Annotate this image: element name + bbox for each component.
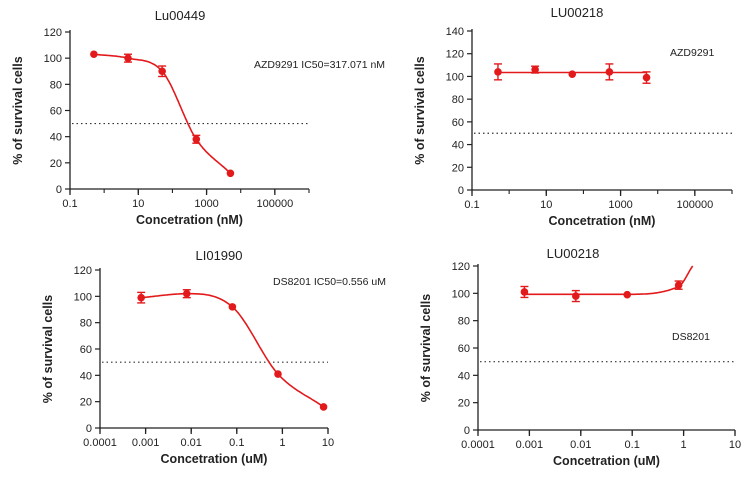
x-tick-label: 1 xyxy=(279,437,285,449)
x-tick-label: 0.001 xyxy=(132,437,160,449)
data-point xyxy=(494,68,502,76)
y-axis-title: % of survival cells xyxy=(419,294,433,402)
data-point xyxy=(228,303,237,311)
y-tick-label: 20 xyxy=(452,162,464,174)
data-point xyxy=(158,67,166,76)
data-point xyxy=(319,403,328,411)
y-tick-label: 20 xyxy=(80,397,92,409)
chart-title: LU00218 xyxy=(551,5,604,20)
y-tick-label: 100 xyxy=(452,288,470,300)
y-tick-label: 0 xyxy=(56,184,62,196)
x-tick-label: 10 xyxy=(729,439,741,451)
y-tick-label: 80 xyxy=(458,316,470,328)
y-tick-label: 40 xyxy=(458,370,470,382)
chart-title: LU00218 xyxy=(547,246,600,261)
y-tick-label: 120 xyxy=(44,27,62,39)
data-point xyxy=(192,135,201,144)
x-tick-label: 0.01 xyxy=(570,439,591,451)
chart-2: LU00218 AZD9291 0 20 40 60 80 100 120 140 0.1 10 100… xyxy=(413,5,733,228)
x-tick-label: 0.0001 xyxy=(83,437,117,449)
chart-4: LU00218 DS8201 0 20 40 60 80 100 120 0.0001 0.001 0… xyxy=(419,246,741,468)
data-point xyxy=(124,54,132,62)
x-tick-label: 10 xyxy=(322,437,334,449)
x-tick-label: 1000 xyxy=(194,198,218,210)
x-axis-title: Concetration (nM) xyxy=(136,213,243,227)
x-tick-label: 0.1 xyxy=(229,437,244,449)
y-tick-label: 100 xyxy=(74,291,92,303)
x-tick-label: 0.01 xyxy=(180,437,201,449)
y-tick-label: 100 xyxy=(446,71,464,83)
chart-1: Lu00449 AZD9291 IC50=317.071 nM 0 20 40 60 80 1… xyxy=(11,8,385,227)
y-tick-label: 60 xyxy=(458,343,470,355)
y-axis-title: % of survival cells xyxy=(413,56,427,164)
data-point xyxy=(520,288,529,296)
x-tick-label: 0.1 xyxy=(62,198,77,210)
data-point xyxy=(274,370,282,378)
y-tick-label: 20 xyxy=(50,158,62,170)
y-tick-label: 0 xyxy=(464,425,470,437)
data-point xyxy=(623,290,632,299)
y-tick-label: 120 xyxy=(74,265,92,277)
fit-curve xyxy=(141,292,325,408)
y-tick-label: 120 xyxy=(446,49,464,61)
data-point xyxy=(674,281,683,289)
y-axis-title: % of survival cells xyxy=(11,56,25,164)
y-tick-label: 0 xyxy=(86,423,92,435)
chart-annotation: DS8201 IC50=0.556 uM xyxy=(273,276,386,288)
y-tick-label: 40 xyxy=(80,370,92,382)
data-point xyxy=(568,70,577,78)
y-tick-label: 20 xyxy=(458,398,470,410)
y-axis-title: % of survival cells xyxy=(41,295,55,403)
x-tick-label: 0.0001 xyxy=(461,439,495,451)
y-tick-label: 40 xyxy=(50,132,62,144)
y-tick-label: 0 xyxy=(458,185,464,197)
chart-annotation: DS8201 xyxy=(672,331,710,343)
x-tick-label: 1 xyxy=(681,439,687,451)
x-axis-title: Concetration (nM) xyxy=(549,214,656,228)
x-tick-label: 100000 xyxy=(676,199,713,211)
x-tick-label: 0.1 xyxy=(625,439,640,451)
chart-title: Lu00449 xyxy=(155,8,206,23)
x-tick-label: 10 xyxy=(132,198,144,210)
data-point xyxy=(531,65,539,74)
y-tick-label: 60 xyxy=(80,344,92,356)
data-point xyxy=(572,292,580,300)
x-tick-label: 1000 xyxy=(608,199,632,211)
y-tick-label: 80 xyxy=(50,79,62,91)
y-tick-label: 60 xyxy=(452,117,464,129)
x-axis-title: Concetration (uM) xyxy=(161,452,268,466)
y-tick-label: 80 xyxy=(80,318,92,330)
y-tick-label: 40 xyxy=(452,140,464,152)
y-tick-label: 100 xyxy=(44,53,62,65)
chart-annotation: AZD9291 xyxy=(670,47,715,59)
data-point xyxy=(642,73,651,82)
y-tick-label: 80 xyxy=(452,94,464,106)
x-axis-title: Concetration (uM) xyxy=(553,454,660,468)
y-tick-label: 60 xyxy=(50,106,62,118)
x-tick-label: 10 xyxy=(540,199,552,211)
y-tick-label: 140 xyxy=(446,26,464,38)
x-tick-label: 100000 xyxy=(256,198,293,210)
data-point xyxy=(605,68,614,76)
chart-3: LI01990 DS8201 IC50=0.556 uM 0 20 40 60 80 100 1… xyxy=(41,248,386,466)
chart-title: LI01990 xyxy=(196,248,243,263)
x-tick-label: 0.001 xyxy=(516,439,544,451)
x-tick-label: 0.1 xyxy=(464,199,479,211)
data-point xyxy=(90,50,98,59)
y-tick-label: 120 xyxy=(452,261,470,273)
data-point xyxy=(226,169,235,178)
fit-curve xyxy=(524,265,694,296)
chart-annotation: AZD9291 IC50=317.071 nM xyxy=(254,59,385,71)
data-point xyxy=(137,293,145,302)
data-point xyxy=(182,289,191,298)
